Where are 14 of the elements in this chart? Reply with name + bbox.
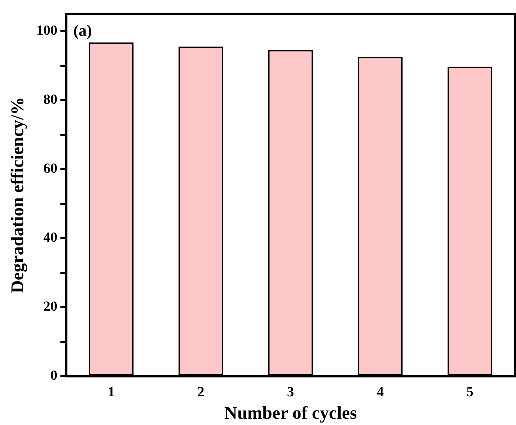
x-tick-label: 1 bbox=[108, 386, 115, 401]
y-tick-label: 80 bbox=[44, 92, 58, 108]
y-tick-label: 0 bbox=[50, 369, 58, 384]
x-tick-label: 4 bbox=[376, 386, 384, 401]
y-tick-label: 20 bbox=[44, 300, 58, 316]
y-axis-title: Degradation efficiency/% bbox=[7, 97, 28, 294]
x-axis-title: Number of cycles bbox=[224, 402, 358, 423]
y-tick-label: 100 bbox=[36, 24, 58, 39]
y-tick-label: 40 bbox=[44, 231, 58, 246]
y-tick-label: 60 bbox=[44, 162, 58, 178]
x-tick-label: 3 bbox=[287, 386, 294, 401]
x-tick-label: 2 bbox=[198, 386, 205, 401]
x-tick-label: 5 bbox=[466, 386, 474, 401]
annotation: (a) bbox=[74, 23, 92, 40]
